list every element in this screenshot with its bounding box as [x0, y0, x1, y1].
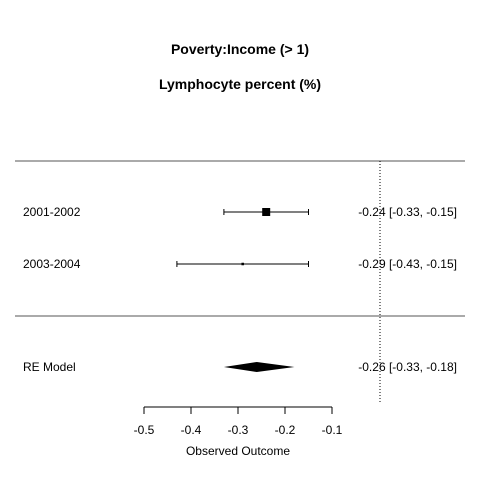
summary-diamond [223, 362, 295, 372]
study-label: 2003-2004 [23, 257, 81, 271]
chart-subtitle: Lymphocyte percent (%) [159, 76, 321, 92]
x-tick-label: -0.4 [181, 423, 202, 437]
x-axis-label: Observed Outcome [186, 444, 290, 458]
summary-estimate-text: -0.26 [-0.33, -0.18] [358, 360, 457, 374]
study-estimate-text: -0.29 [-0.43, -0.15] [358, 257, 457, 271]
x-tick-label: -0.1 [322, 423, 343, 437]
study-estimate-text: -0.24 [-0.33, -0.15] [358, 205, 457, 219]
x-tick-label: -0.5 [134, 423, 155, 437]
chart-title: Poverty:Income (> 1) [171, 41, 309, 57]
x-tick-label: -0.2 [275, 423, 296, 437]
x-tick-label: -0.3 [228, 423, 249, 437]
study-label: 2001-2002 [23, 205, 81, 219]
summary-label: RE Model [23, 360, 76, 374]
study-point [241, 262, 244, 266]
study-point [262, 208, 271, 216]
